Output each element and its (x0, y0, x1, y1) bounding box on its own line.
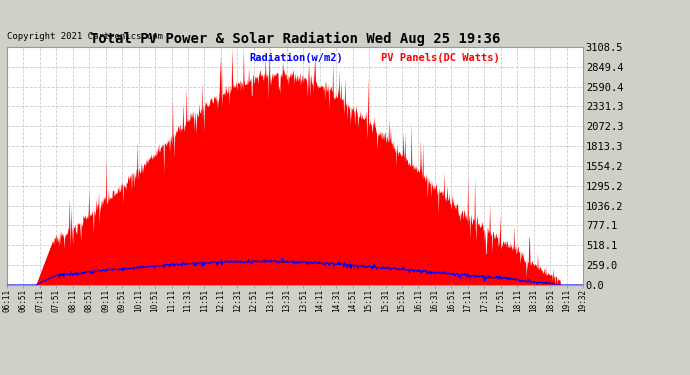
Text: Copyright 2021 Cartronics.com: Copyright 2021 Cartronics.com (7, 32, 163, 41)
Title: Total PV Power & Solar Radiation Wed Aug 25 19:36: Total PV Power & Solar Radiation Wed Aug… (90, 32, 500, 46)
Text: PV Panels(DC Watts): PV Panels(DC Watts) (382, 53, 500, 63)
Text: Radiation(w/m2): Radiation(w/m2) (249, 53, 343, 63)
